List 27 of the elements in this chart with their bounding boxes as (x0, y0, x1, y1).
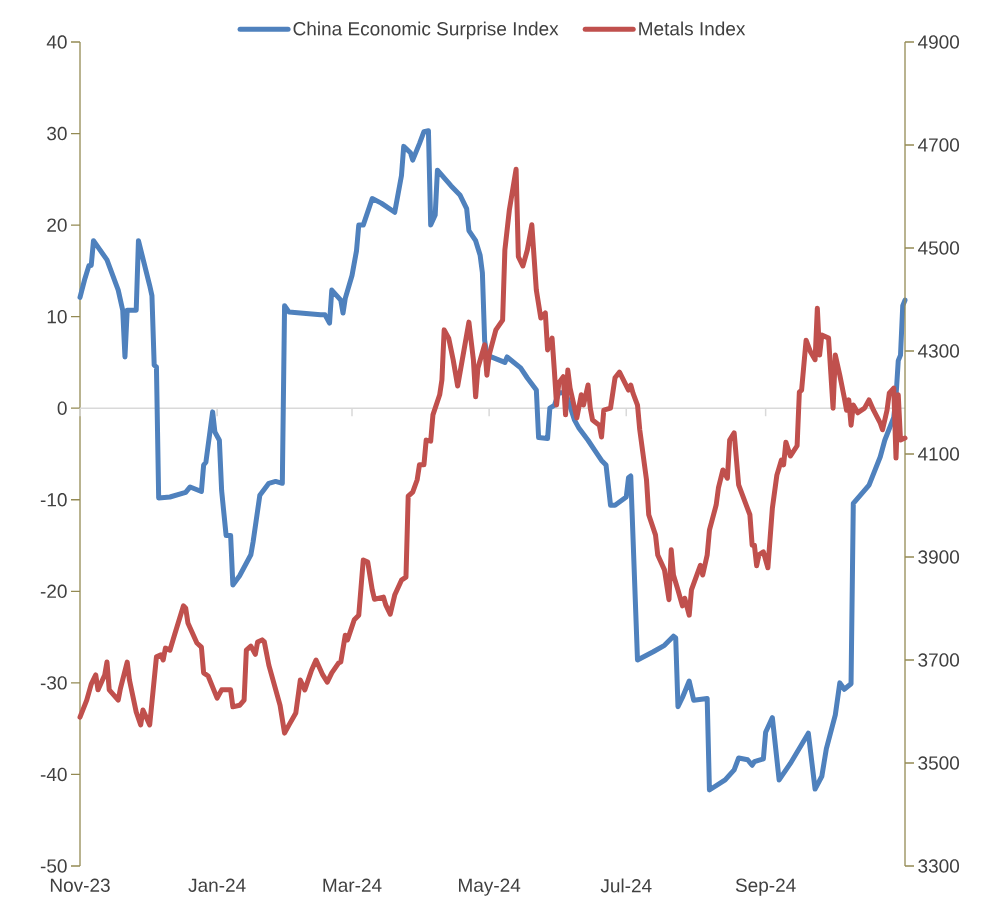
y-tick-label: -40 (40, 767, 67, 782)
y-tick-label: -20 (40, 584, 67, 599)
y2-tick-label: 4900 (917, 35, 960, 49)
y-tick-label: 20 (47, 218, 67, 232)
y-tick-label: 40 (46, 35, 67, 49)
y-tick-label: -30 (40, 676, 67, 690)
y2-tick-label: 3700 (918, 653, 960, 667)
y2-tick-label: 3500 (918, 756, 960, 770)
y2-tick-label: 4100 (917, 447, 960, 461)
legend-label: China Economic Surprise Index (293, 21, 559, 40)
y-tick-label: 0 (57, 401, 67, 415)
y-tick-label: -50 (40, 859, 67, 873)
y2-tick-label: 3300 (918, 859, 960, 873)
x-tick-label: May-24 (459, 878, 521, 896)
y2-tick-label: 4500 (917, 241, 960, 255)
x-tick-label: Jul-24 (600, 878, 652, 893)
y-tick-label: -10 (40, 493, 67, 507)
legend-label: Metals Index (639, 21, 746, 36)
x-tick-label: Nov-23 (50, 878, 110, 892)
y-tick-label: 10 (47, 309, 67, 324)
y2-tick-label: 4700 (917, 138, 960, 152)
y2-tick-label: 3900 (918, 550, 960, 564)
x-tick-label: Jan-24 (188, 878, 246, 892)
y2-tick-label: 4300 (917, 344, 960, 358)
x-tick-label: Mar-24 (323, 878, 382, 892)
x-tick-label: Sep-24 (735, 878, 796, 896)
y-tick-label: 30 (47, 126, 67, 141)
